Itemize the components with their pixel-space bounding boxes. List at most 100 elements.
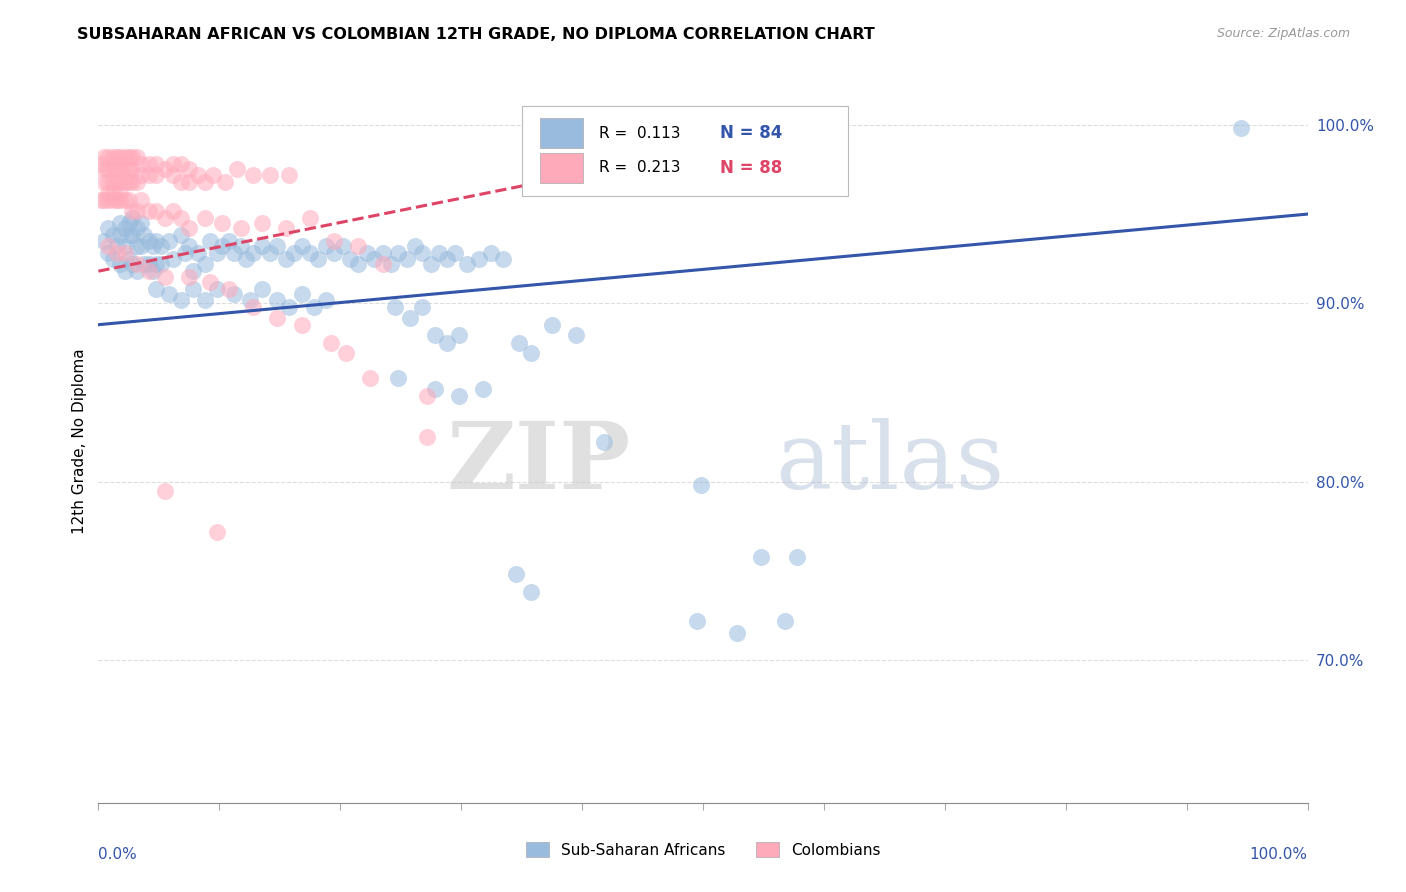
- Point: [290, 239, 312, 253]
- Point: [387, 246, 409, 260]
- Point: [118, 193, 141, 207]
- Point: [1230, 121, 1253, 136]
- Point: [481, 246, 503, 260]
- Point: [456, 257, 478, 271]
- Point: [150, 239, 173, 253]
- Point: [229, 239, 252, 253]
- Point: [380, 257, 402, 271]
- Point: [411, 300, 433, 314]
- Point: [274, 221, 297, 235]
- Point: [689, 478, 711, 492]
- Point: [101, 186, 124, 200]
- Point: [97, 193, 120, 207]
- Point: [339, 252, 361, 266]
- Point: [250, 239, 273, 253]
- Point: [540, 318, 562, 332]
- Point: [97, 221, 120, 235]
- Text: SUBSAHARAN AFRICAN VS COLOMBIAN 12TH GRADE, NO DIPLOMA CORRELATION CHART: SUBSAHARAN AFRICAN VS COLOMBIAN 12TH GRA…: [77, 27, 875, 42]
- Point: [93, 162, 115, 177]
- Point: [105, 162, 128, 177]
- Point: [93, 175, 115, 189]
- Point: [411, 246, 433, 260]
- Point: [134, 228, 156, 243]
- Point: [179, 239, 201, 253]
- Point: [114, 221, 136, 235]
- Point: [145, 157, 167, 171]
- Point: [308, 252, 330, 266]
- Point: [347, 257, 370, 271]
- Point: [153, 211, 176, 225]
- Text: 100.0%: 100.0%: [1250, 847, 1308, 863]
- Point: [181, 282, 204, 296]
- Point: [205, 282, 228, 296]
- Point: [266, 310, 288, 325]
- Point: [97, 162, 120, 177]
- Point: [218, 282, 240, 296]
- Point: [127, 203, 149, 218]
- Point: [786, 549, 808, 564]
- Point: [315, 239, 337, 253]
- Point: [179, 162, 201, 177]
- Point: [105, 150, 128, 164]
- Point: [222, 287, 245, 301]
- Point: [387, 371, 409, 385]
- Point: [363, 252, 385, 266]
- Point: [129, 168, 152, 182]
- Point: [492, 252, 515, 266]
- Point: [105, 175, 128, 189]
- Point: [169, 211, 191, 225]
- Point: [214, 175, 236, 189]
- Point: [114, 162, 136, 177]
- Point: [108, 216, 131, 230]
- Point: [138, 234, 160, 248]
- Point: [169, 293, 191, 307]
- Point: [773, 614, 796, 628]
- Point: [335, 346, 357, 360]
- Text: 0.0%: 0.0%: [98, 847, 138, 863]
- Legend: Sub-Saharan Africans, Colombians: Sub-Saharan Africans, Colombians: [520, 836, 886, 863]
- Point: [299, 246, 322, 260]
- Point: [198, 234, 221, 248]
- Text: ZIP: ZIP: [446, 418, 630, 508]
- Text: atlas: atlas: [776, 418, 1005, 508]
- Point: [242, 300, 264, 314]
- Point: [319, 335, 342, 350]
- Point: [108, 150, 131, 164]
- Point: [127, 239, 149, 253]
- Point: [423, 382, 446, 396]
- Point: [520, 585, 543, 599]
- Point: [157, 234, 180, 248]
- Point: [242, 168, 264, 182]
- Point: [114, 246, 136, 260]
- Point: [174, 246, 197, 260]
- Point: [145, 234, 167, 248]
- Point: [436, 335, 458, 350]
- Point: [138, 157, 160, 171]
- Point: [239, 293, 262, 307]
- Point: [97, 175, 120, 189]
- Point: [323, 246, 346, 260]
- Point: [153, 269, 176, 284]
- Point: [278, 300, 301, 314]
- Point: [101, 252, 124, 266]
- Point: [179, 221, 201, 235]
- Point: [266, 293, 288, 307]
- Point: [416, 430, 439, 444]
- Point: [356, 246, 378, 260]
- Point: [194, 175, 217, 189]
- Point: [129, 193, 152, 207]
- Point: [259, 246, 281, 260]
- Text: N = 88: N = 88: [720, 159, 782, 177]
- Point: [169, 175, 191, 189]
- Point: [162, 168, 184, 182]
- Point: [121, 150, 143, 164]
- Point: [145, 282, 167, 296]
- Point: [101, 175, 124, 189]
- Point: [399, 310, 422, 325]
- Point: [347, 239, 370, 253]
- Point: [250, 282, 273, 296]
- Point: [371, 246, 394, 260]
- Point: [468, 252, 491, 266]
- Point: [395, 252, 418, 266]
- Point: [162, 203, 184, 218]
